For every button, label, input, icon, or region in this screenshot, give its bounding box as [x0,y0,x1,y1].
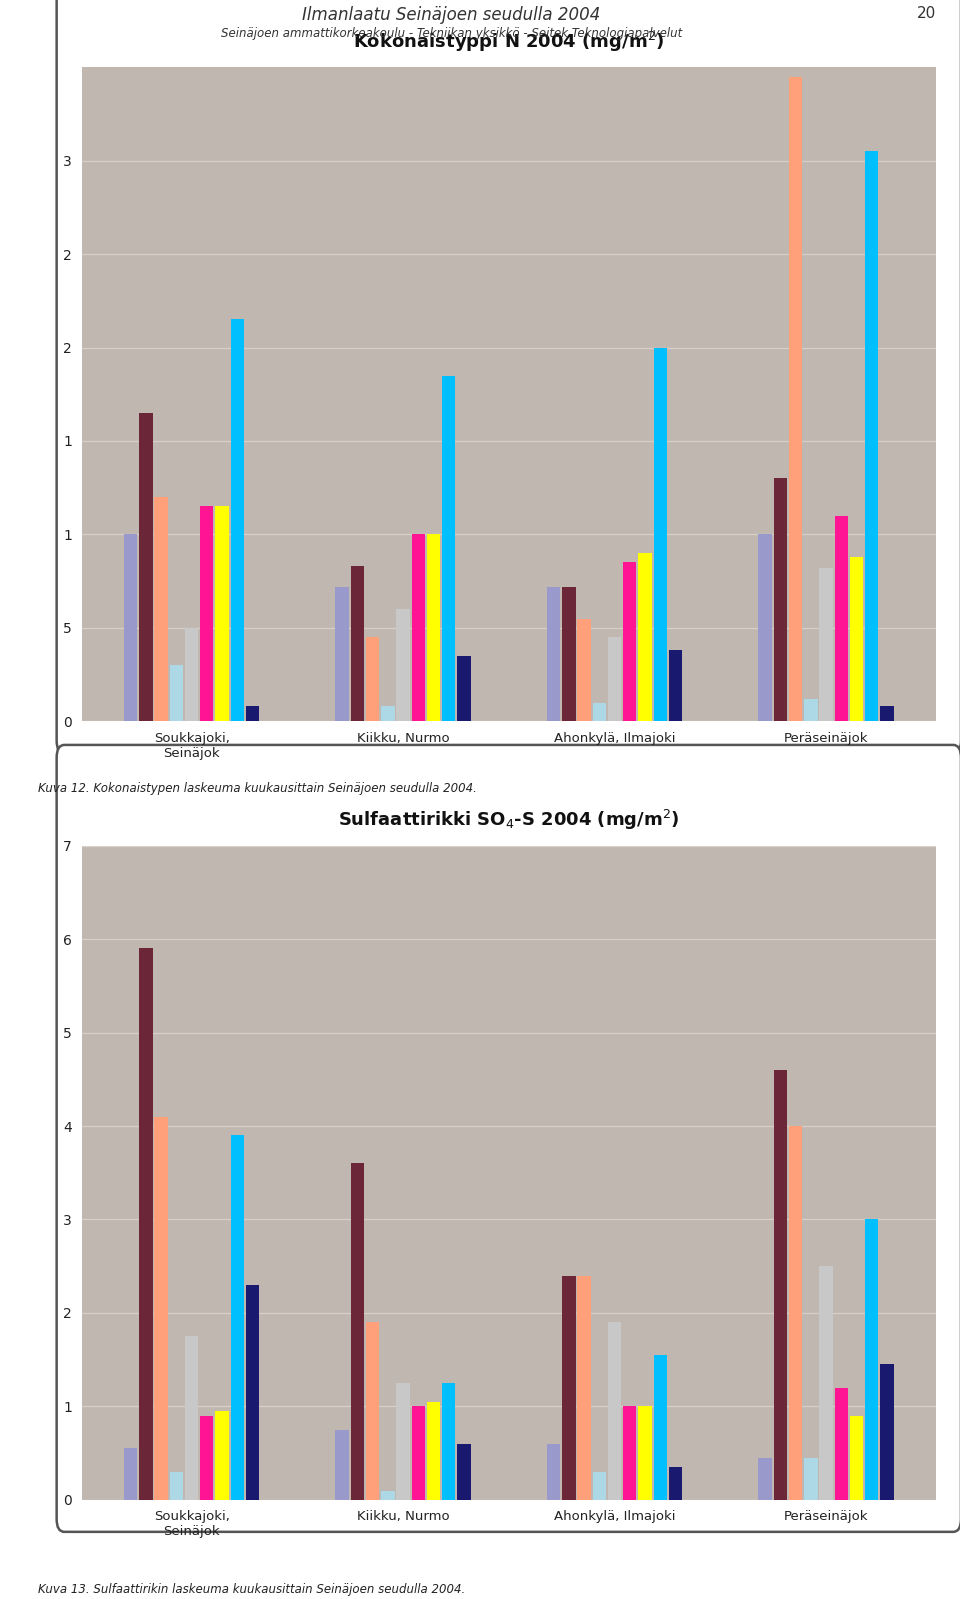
Bar [850,556,863,721]
Bar [547,587,561,721]
Bar [396,609,410,721]
Bar [608,638,621,721]
Bar [230,1135,244,1500]
Bar [758,1458,772,1500]
Bar [185,628,199,721]
Bar [170,1471,183,1500]
Bar [592,702,606,721]
Bar [865,152,878,721]
Bar [457,656,470,721]
Bar [547,1444,561,1500]
Bar [230,320,244,721]
Bar [789,77,803,721]
Bar [804,1458,818,1500]
Bar [654,347,667,721]
Bar [865,1220,878,1500]
Bar [638,553,652,721]
Bar [381,707,395,721]
Bar [139,413,153,721]
Bar [563,1276,576,1500]
Bar [215,507,228,721]
Bar [563,587,576,721]
Bar [215,1410,228,1500]
Bar [185,1337,199,1500]
Bar [880,1364,894,1500]
Bar [366,1322,379,1500]
Text: Seinäjoen ammattikorkeakoulu - Tekniikan yksikkö - Seitek Teknologiapalvelut: Seinäjoen ammattikorkeakoulu - Tekniikan… [221,27,682,40]
Bar [124,534,137,721]
Bar [412,1407,425,1500]
Bar [442,1383,455,1500]
Bar [124,1449,137,1500]
Bar [335,1430,348,1500]
Bar [170,665,183,721]
Text: Kuva 12. Kokonaistypen laskeuma kuukausittain Seinäjoen seudulla 2004.: Kuva 12. Kokonaistypen laskeuma kuukausi… [38,782,477,795]
Bar [427,1402,441,1500]
Bar [412,534,425,721]
Title: Kokonaistyppi N 2004 (mg/m$^{2}$): Kokonaistyppi N 2004 (mg/m$^{2}$) [353,30,664,54]
Bar [200,507,213,721]
Bar [850,1415,863,1500]
Bar [577,619,590,721]
Bar [804,699,818,721]
Bar [669,651,683,721]
Bar [880,707,894,721]
Bar [819,1266,832,1500]
Bar [155,1116,168,1500]
Bar [623,1407,636,1500]
Bar [381,1490,395,1500]
Bar [834,516,848,721]
Text: Kuva 13. Sulfaattirikin laskeuma kuukausittain Seinäjoen seudulla 2004.: Kuva 13. Sulfaattirikin laskeuma kuukaus… [38,1583,466,1596]
Bar [758,534,772,721]
Bar [774,1070,787,1500]
Bar [366,638,379,721]
Bar [396,1383,410,1500]
Bar [654,1354,667,1500]
Bar [774,478,787,721]
Bar [246,707,259,721]
Bar [669,1468,683,1500]
Bar [139,948,153,1500]
Bar [246,1286,259,1500]
Bar [608,1322,621,1500]
Bar [577,1276,590,1500]
Bar [427,534,441,721]
Title: Sulfaattirikki SO$_{4}$-S 2004 (mg/m$^{2}$): Sulfaattirikki SO$_{4}$-S 2004 (mg/m$^{2… [338,807,680,831]
Bar [819,568,832,721]
Bar [623,563,636,721]
Bar [592,1471,606,1500]
Bar [457,1444,470,1500]
Text: 20: 20 [917,5,936,21]
Bar [350,1164,364,1500]
Text: Ilmanlaatu Seinäjoen seudulla 2004: Ilmanlaatu Seinäjoen seudulla 2004 [302,5,600,24]
Bar [638,1407,652,1500]
Bar [442,376,455,721]
Bar [350,566,364,721]
Bar [335,587,348,721]
Bar [155,497,168,721]
Bar [834,1388,848,1500]
Bar [789,1126,803,1500]
Bar [200,1415,213,1500]
